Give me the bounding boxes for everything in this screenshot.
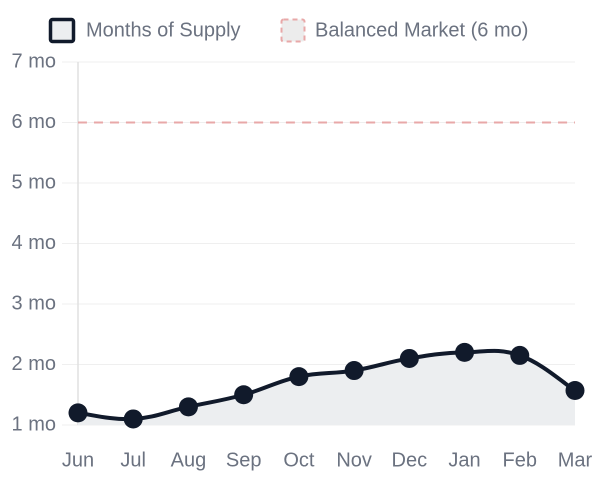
x-tick-label: Mar (558, 449, 593, 471)
y-tick-label: 3 mo (12, 292, 56, 314)
y-tick-label: 2 mo (12, 353, 56, 375)
legend-label: Balanced Market (6 mo) (315, 19, 528, 41)
series-line (77, 348, 577, 422)
point (234, 385, 254, 405)
x-tick-label: Nov (336, 449, 372, 471)
y-tick-label: 5 mo (12, 171, 56, 193)
x-tick-label: Oct (283, 449, 315, 471)
y-tick-label: 4 mo (12, 232, 56, 254)
area (78, 350, 575, 425)
x-tick-label: Jan (448, 449, 480, 471)
point (565, 381, 585, 401)
point (123, 409, 143, 429)
x-tick-label: Jun (62, 449, 94, 471)
x-tick-label: Feb (503, 449, 537, 471)
point (178, 397, 198, 417)
legend-swatch (48, 17, 76, 44)
point (399, 348, 419, 368)
y-tick-label: 7 mo (12, 50, 56, 72)
x-tick-label: Dec (392, 449, 428, 471)
point (510, 345, 530, 365)
point (68, 403, 88, 423)
x-tick-label: Aug (171, 449, 207, 471)
point (344, 361, 364, 381)
point (289, 367, 309, 387)
legend-swatch (280, 18, 306, 43)
x-tick-label: Jul (120, 449, 146, 471)
point (455, 342, 475, 362)
x-tick-label: Sep (226, 449, 262, 471)
legend-label: Months of Supply (86, 19, 241, 41)
y-tick-label: 1 mo (12, 413, 56, 435)
y-tick-label: 6 mo (12, 111, 56, 133)
